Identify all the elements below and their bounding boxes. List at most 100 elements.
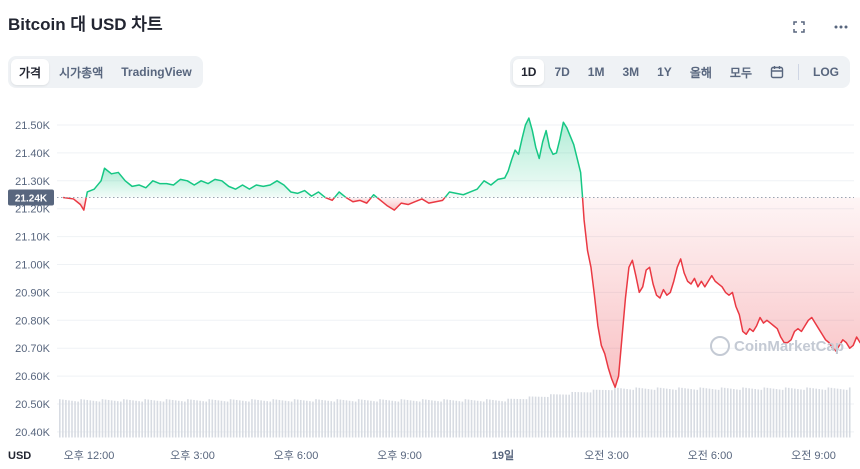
volume-bar bbox=[406, 399, 409, 438]
more-icon[interactable] bbox=[832, 18, 850, 36]
volume-bar bbox=[537, 396, 540, 438]
view-tabs: 가격 시가총액 TradingView bbox=[8, 56, 203, 88]
price-line-down bbox=[345, 196, 372, 204]
volume-bar bbox=[516, 398, 519, 438]
volume-bar bbox=[202, 401, 204, 438]
volume-bar bbox=[784, 387, 787, 438]
volume-bar bbox=[278, 399, 281, 438]
volume-bar bbox=[519, 399, 522, 438]
volume-bar bbox=[443, 399, 445, 438]
volume-bar bbox=[769, 388, 772, 438]
volume-bar bbox=[830, 387, 833, 438]
volume-bar bbox=[348, 400, 351, 438]
price-area-up bbox=[444, 118, 583, 198]
range-3m[interactable]: 3M bbox=[622, 65, 640, 79]
volume-bar bbox=[635, 387, 638, 438]
log-toggle[interactable]: LOG bbox=[813, 65, 839, 79]
y-tick-label: 20.90K bbox=[15, 287, 51, 299]
calendar-button[interactable] bbox=[762, 59, 792, 85]
volume-bar bbox=[446, 399, 448, 438]
volume-bar bbox=[141, 401, 143, 438]
volume-bar bbox=[571, 391, 573, 438]
range-all[interactable]: 모두 bbox=[729, 65, 752, 80]
volume-bar bbox=[242, 400, 244, 438]
volume-bar bbox=[568, 394, 570, 438]
range-1d[interactable]: 1D bbox=[513, 59, 545, 85]
volume-bar bbox=[232, 399, 235, 438]
volume-bar bbox=[681, 387, 683, 438]
volume-bar bbox=[153, 400, 156, 438]
volume-bar bbox=[745, 387, 747, 438]
tab-tradingview[interactable]: TradingView bbox=[121, 65, 192, 79]
volume-bar bbox=[476, 400, 479, 438]
volume-bar bbox=[492, 399, 494, 438]
volume-bar bbox=[656, 387, 659, 438]
volume-bar bbox=[690, 389, 692, 438]
volume-bar bbox=[98, 401, 101, 438]
volume-bar bbox=[842, 389, 845, 438]
volume-bar bbox=[787, 387, 790, 438]
volume-bar bbox=[360, 399, 363, 438]
volume-bar bbox=[315, 399, 317, 438]
volume-bar bbox=[296, 399, 299, 438]
volume-bar bbox=[479, 401, 482, 438]
volume-bar bbox=[550, 394, 552, 438]
volume-bar bbox=[665, 388, 668, 438]
volume-bar bbox=[71, 400, 73, 438]
tab-price[interactable]: 가격 bbox=[11, 59, 50, 85]
volume-bar bbox=[629, 389, 631, 438]
volume-bar bbox=[611, 390, 613, 438]
x-tick-label: 오전 9:00 bbox=[791, 449, 836, 462]
volume-bar bbox=[714, 389, 717, 438]
range-1m[interactable]: 1M bbox=[587, 65, 605, 79]
volume-bar bbox=[354, 401, 357, 438]
volume-bar bbox=[123, 399, 125, 438]
price-area-down bbox=[63, 197, 87, 211]
volume-bar bbox=[644, 388, 647, 438]
volume-bar bbox=[580, 392, 583, 438]
volume-bar bbox=[312, 401, 314, 438]
volume-bar bbox=[559, 394, 561, 438]
volume-bar bbox=[425, 399, 427, 438]
range-ytd[interactable]: 올해 bbox=[689, 65, 712, 80]
volume-bar bbox=[632, 389, 634, 438]
volume-bar bbox=[705, 388, 708, 438]
volume-bar bbox=[684, 388, 686, 438]
volume-bar bbox=[89, 400, 92, 438]
x-tick-label: 오후 12:00 bbox=[64, 449, 115, 462]
volume-bar bbox=[226, 401, 229, 438]
price-line-up bbox=[370, 194, 378, 199]
volume-bar bbox=[470, 399, 473, 438]
volume-bar bbox=[327, 400, 329, 438]
range-1y[interactable]: 1Y bbox=[657, 65, 672, 79]
currency-label: USD bbox=[8, 450, 31, 462]
volume-bar bbox=[357, 399, 360, 438]
volume-bar bbox=[229, 399, 232, 438]
volume-bar bbox=[702, 387, 705, 438]
volume-bar bbox=[565, 394, 567, 438]
volume-bar bbox=[284, 400, 287, 438]
volume-bar bbox=[675, 389, 677, 438]
volume-bar bbox=[272, 399, 275, 438]
volume-bar bbox=[440, 401, 442, 438]
fullscreen-icon[interactable] bbox=[790, 18, 808, 36]
volume-bar bbox=[495, 400, 497, 438]
volume-bar bbox=[217, 400, 220, 438]
volume-bar bbox=[345, 400, 348, 438]
volume-bar bbox=[553, 394, 555, 438]
volume-bar bbox=[513, 398, 516, 438]
y-tick-label: 21.50K bbox=[15, 120, 51, 132]
volume-bar bbox=[132, 400, 134, 438]
tab-market-cap[interactable]: 시가총액 bbox=[59, 65, 104, 80]
volume-bar bbox=[287, 401, 290, 438]
volume-bar bbox=[653, 389, 656, 438]
x-tick-label: 오후 9:00 bbox=[377, 449, 422, 462]
volume-bar bbox=[678, 387, 680, 438]
volume-bar bbox=[845, 389, 848, 438]
volume-bar bbox=[592, 389, 595, 438]
volume-bar bbox=[421, 399, 424, 438]
range-7d[interactable]: 7D bbox=[554, 65, 570, 79]
x-tick-label: 오후 6:00 bbox=[274, 449, 319, 462]
range-tabs: 1D 7D 1M 3M 1Y 올해 모두 LOG bbox=[510, 56, 850, 88]
